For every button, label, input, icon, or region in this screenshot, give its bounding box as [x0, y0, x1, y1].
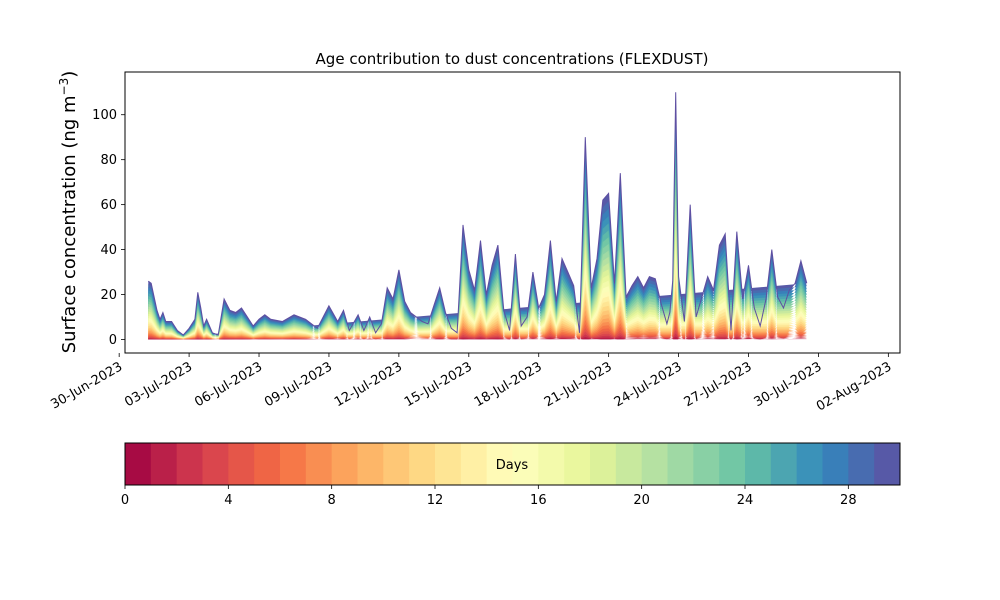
stacked-age-layers	[147, 92, 808, 340]
colorbar-tick-label: 0	[121, 493, 129, 508]
y-tick-label: 60	[100, 198, 117, 213]
y-tick-label: 100	[92, 108, 117, 123]
colorbar-bin-22	[693, 443, 720, 485]
y-tick-label: 40	[100, 243, 117, 258]
colorbar-bin-0	[125, 443, 152, 485]
colorbar-bin-14	[486, 443, 513, 485]
colorbar-bin-21	[667, 443, 694, 485]
colorbar-tick-label: 16	[530, 493, 547, 508]
plot-area	[147, 92, 808, 340]
x-tick-label: 24-Jul-2023	[612, 359, 685, 410]
x-tick-label: 02-Aug-2023	[814, 359, 894, 414]
age-layer-day-0	[148, 338, 807, 340]
colorbar-bin-2	[176, 443, 203, 485]
colorbar-tick-label: 20	[633, 493, 650, 508]
colorbar-bin-4	[228, 443, 255, 485]
y-axis: 0 20 40 60 80 100	[92, 108, 125, 348]
y-tick-label: 20	[100, 288, 117, 303]
colorbar-bin-12	[435, 443, 462, 485]
chart-title: Age contribution to dust concentrations …	[316, 50, 709, 68]
colorbar-bin-13	[460, 443, 488, 485]
y-tick-label: 80	[100, 153, 117, 168]
colorbar-tick-label: 8	[328, 493, 336, 508]
colorbar-bin-9	[357, 443, 384, 485]
age-layer-day-2	[148, 333, 807, 340]
x-tick-label: 15-Jul-2023	[402, 359, 475, 410]
x-tick-label: 27-Jul-2023	[682, 359, 755, 410]
colorbar-tick-label: 28	[840, 493, 857, 508]
colorbar-bin-10	[383, 443, 410, 485]
colorbar-bin-15	[512, 443, 539, 485]
x-tick-label: 09-Jul-2023	[262, 359, 335, 410]
colorbar-bin-1	[150, 443, 178, 485]
colorbar-tick-label: 24	[737, 493, 754, 508]
colorbar-bin-26	[796, 443, 823, 485]
x-tick-label: 06-Jul-2023	[192, 359, 265, 410]
x-tick-label: 18-Jul-2023	[472, 359, 545, 410]
x-tick-label: 21-Jul-2023	[542, 359, 615, 410]
colorbar-bin-23	[719, 443, 746, 485]
y-axis-label: Surface concentration (ng m−3)	[57, 71, 80, 354]
colorbar-frame	[124, 442, 901, 486]
colorbar-bin-3	[202, 443, 229, 485]
colorbar: 0 4 8 12 16 20 24 28	[121, 442, 901, 508]
colorbar-bin-7	[305, 443, 333, 485]
colorbar-bin-25	[770, 443, 798, 485]
colorbar-bin-11	[409, 443, 436, 485]
colorbar-label: Days	[496, 458, 529, 473]
colorbar-bin-29	[874, 443, 901, 485]
y-tick-label: 0	[109, 333, 117, 348]
colorbar-bin-27	[822, 443, 849, 485]
colorbar-bin-18	[590, 443, 617, 485]
colorbar-bin-17	[564, 443, 591, 485]
colorbar-bin-19	[615, 443, 643, 485]
age-layer-day-1	[148, 336, 807, 340]
x-tick-label: 12-Jul-2023	[332, 359, 405, 410]
x-axis: 30-Jun-202303-Jul-202306-Jul-202309-Jul-…	[48, 353, 894, 415]
colorbar-bin-6	[280, 443, 307, 485]
colorbar-tick-label: 4	[224, 493, 232, 508]
colorbar-bin-5	[254, 443, 281, 485]
colorbar-bin-16	[538, 443, 565, 485]
colorbar-bin-8	[331, 443, 358, 485]
axes-frame	[124, 71, 901, 354]
colorbar-tick-label: 12	[427, 493, 444, 508]
colorbar-bin-24	[745, 443, 772, 485]
total-concentration-line	[147, 92, 808, 336]
x-tick-label: 30-Jun-2023	[48, 359, 125, 412]
x-tick-label: 03-Jul-2023	[122, 359, 195, 410]
colorbar-bin-28	[848, 443, 875, 485]
colorbar-bin-20	[641, 443, 668, 485]
